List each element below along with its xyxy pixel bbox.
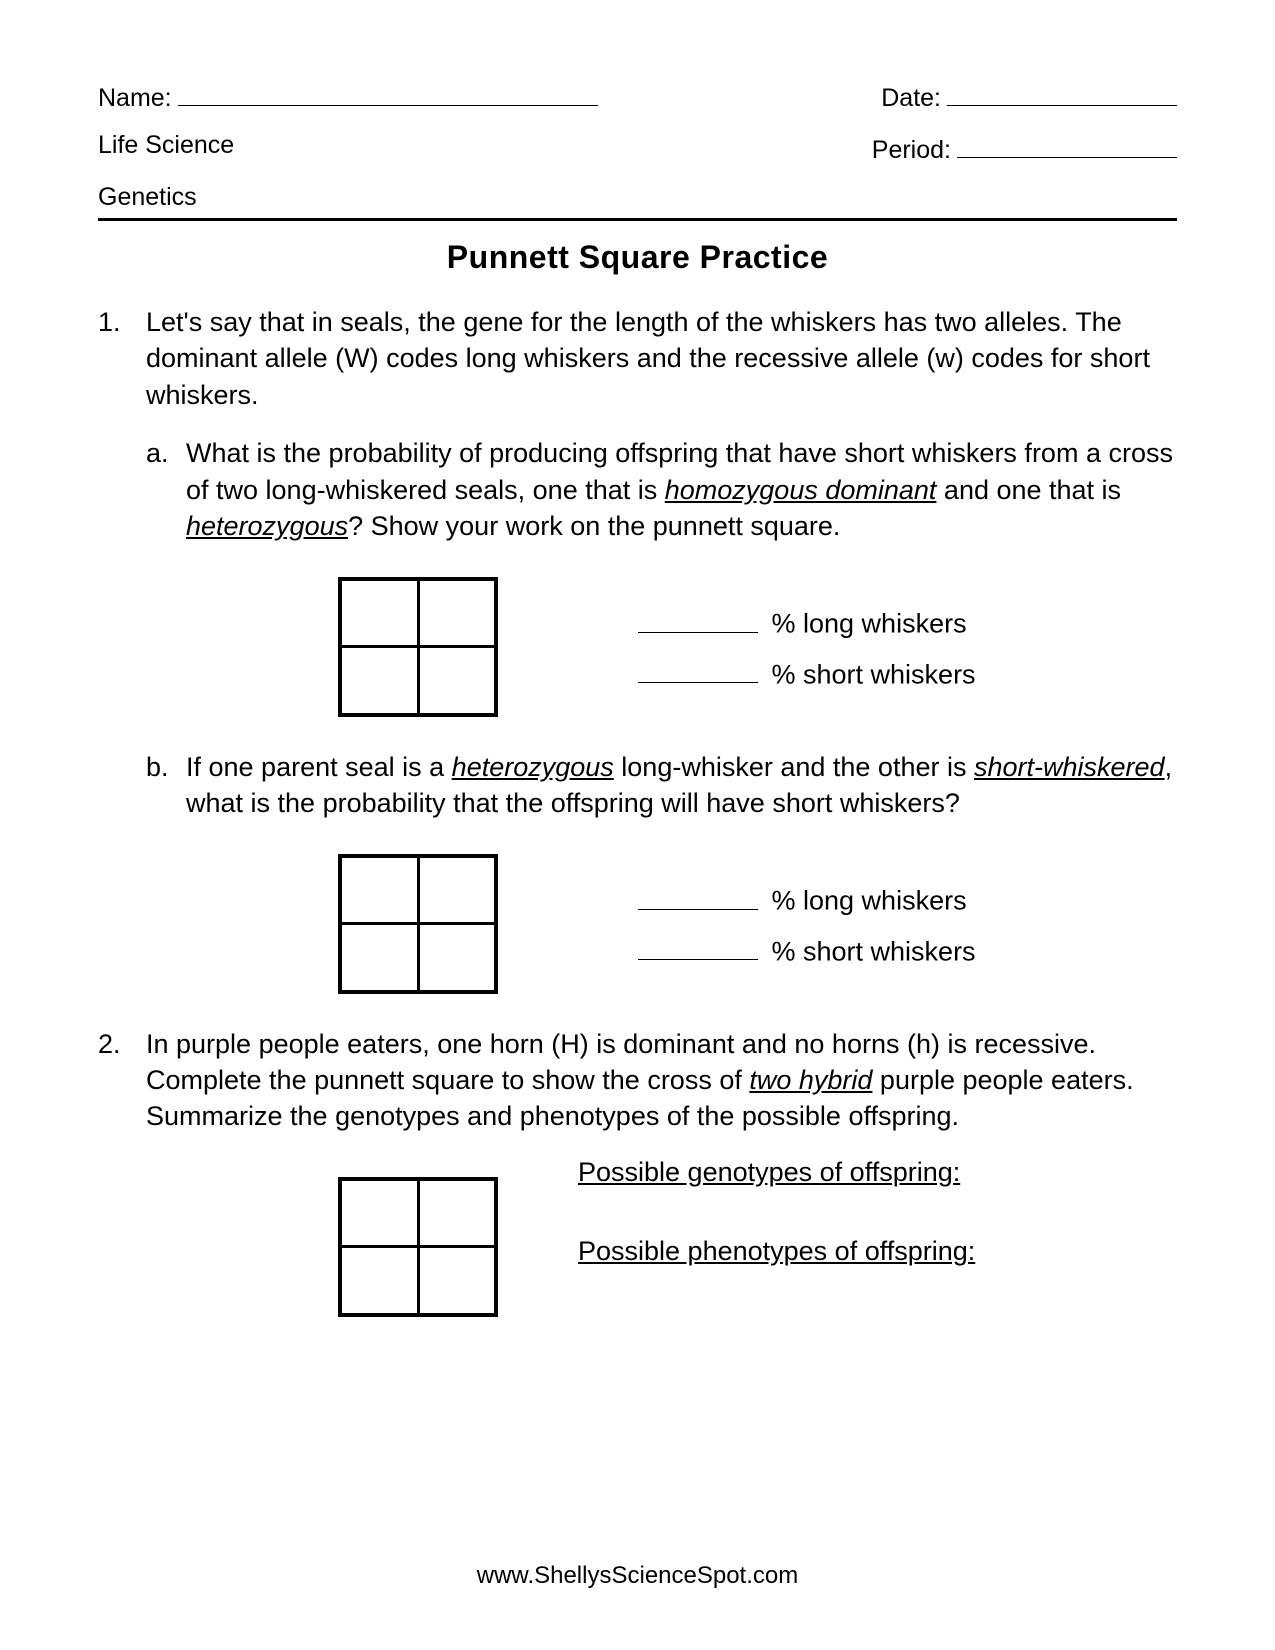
punnett-square-1b[interactable] — [338, 854, 498, 994]
q1a-letter: a. — [146, 435, 186, 544]
punnett-square-2[interactable] — [338, 1177, 498, 1317]
q2-phenotypes-label: Possible phenotypes of offspring: — [578, 1236, 975, 1267]
subject-label: Life Science — [98, 131, 234, 160]
q1b-short-suffix: % short whiskers — [764, 936, 976, 966]
period-blank[interactable] — [957, 131, 1177, 159]
q2-term: two hybrid — [749, 1065, 872, 1095]
q2-side-labels: Possible genotypes of offspring: Possibl… — [578, 1157, 975, 1295]
q1b-term2: short-whiskered — [974, 752, 1165, 782]
q1b-letter: b. — [146, 749, 186, 822]
q1a-short-suffix: % short whiskers — [764, 659, 976, 689]
q2-work-area: Possible genotypes of offspring: Possibl… — [98, 1157, 1177, 1317]
period-label: Period: — [872, 136, 951, 165]
date-label: Date: — [881, 84, 941, 113]
q2-genotypes-label: Possible genotypes of offspring: — [578, 1157, 975, 1188]
q1a-short-blank[interactable] — [638, 654, 758, 684]
q1a-text-mid: and one that is — [936, 475, 1121, 505]
q1a-text-after: ? Show your work on the punnett square. — [348, 511, 840, 541]
name-label: Name: — [98, 84, 172, 113]
q1b-body: If one parent seal is a heterozygous lon… — [186, 749, 1177, 822]
q1-number: 1. — [98, 304, 146, 413]
q1a-term2: heterozygous — [186, 511, 348, 541]
question-2: 2. In purple people eaters, one horn (H)… — [98, 1026, 1177, 1135]
header-row-3: Genetics — [98, 183, 1177, 212]
q1b-term1: heterozygous — [452, 752, 614, 782]
q1a-work-area: % long whiskers % short whiskers — [98, 577, 1177, 717]
q1b-text-mid: long-whisker and the other is — [614, 752, 974, 782]
q1b-long-blank[interactable] — [638, 880, 758, 910]
q1a-long-blank[interactable] — [638, 603, 758, 633]
q1b-text-before: If one parent seal is a — [186, 752, 452, 782]
worksheet-title: Punnett Square Practice — [98, 239, 1177, 276]
header-row-2: Life Science Period: — [98, 131, 1177, 166]
date-blank[interactable] — [947, 78, 1177, 106]
q1-intro: Let's say that in seals, the gene for th… — [146, 304, 1177, 413]
q1a-term1: homozygous dominant — [665, 475, 937, 505]
footer-url: www.ShellysScienceSpot.com — [0, 1562, 1275, 1590]
q1a-long-suffix: % long whiskers — [764, 609, 967, 639]
q2-body: In purple people eaters, one horn (H) is… — [146, 1026, 1177, 1135]
q1a-answers: % long whiskers % short whiskers — [638, 589, 976, 704]
q1a-body: What is the probability of producing off… — [186, 435, 1177, 544]
question-1: 1. Let's say that in seals, the gene for… — [98, 304, 1177, 413]
question-1b: b. If one parent seal is a heterozygous … — [146, 749, 1177, 822]
header-row-1: Name: Date: — [98, 78, 1177, 113]
q1b-answers: % long whiskers % short whiskers — [638, 866, 976, 981]
header-rule — [98, 218, 1177, 221]
q1b-work-area: % long whiskers % short whiskers — [98, 854, 1177, 994]
punnett-square-1a[interactable] — [338, 577, 498, 717]
name-blank[interactable] — [178, 78, 598, 106]
q1b-long-suffix: % long whiskers — [764, 886, 967, 916]
q2-number: 2. — [98, 1026, 146, 1135]
question-1a: a. What is the probability of producing … — [146, 435, 1177, 544]
q1b-short-blank[interactable] — [638, 931, 758, 961]
topic-label: Genetics — [98, 183, 197, 212]
